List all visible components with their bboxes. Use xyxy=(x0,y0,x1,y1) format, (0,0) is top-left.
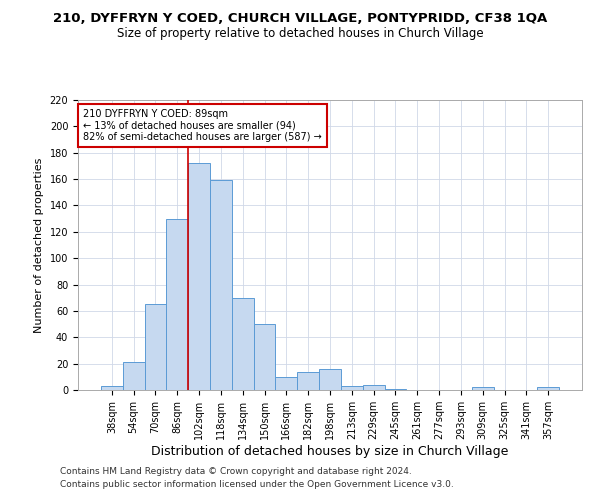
Bar xyxy=(363,384,385,390)
Bar xyxy=(166,218,188,390)
Bar xyxy=(319,369,341,390)
Bar xyxy=(537,388,559,390)
Bar xyxy=(188,164,210,390)
X-axis label: Distribution of detached houses by size in Church Village: Distribution of detached houses by size … xyxy=(151,445,509,458)
Bar xyxy=(232,298,254,390)
Text: Contains HM Land Registry data © Crown copyright and database right 2024.: Contains HM Land Registry data © Crown c… xyxy=(60,467,412,476)
Text: Contains public sector information licensed under the Open Government Licence v3: Contains public sector information licen… xyxy=(60,480,454,489)
Bar xyxy=(101,386,123,390)
Bar xyxy=(472,388,494,390)
Bar xyxy=(254,324,275,390)
Bar xyxy=(341,386,363,390)
Y-axis label: Number of detached properties: Number of detached properties xyxy=(34,158,44,332)
Bar xyxy=(210,180,232,390)
Text: 210 DYFFRYN Y COED: 89sqm
← 13% of detached houses are smaller (94)
82% of semi-: 210 DYFFRYN Y COED: 89sqm ← 13% of detac… xyxy=(83,108,322,142)
Bar xyxy=(145,304,166,390)
Text: 210, DYFFRYN Y COED, CHURCH VILLAGE, PONTYPRIDD, CF38 1QA: 210, DYFFRYN Y COED, CHURCH VILLAGE, PON… xyxy=(53,12,547,26)
Bar xyxy=(297,372,319,390)
Bar xyxy=(385,388,406,390)
Bar xyxy=(123,362,145,390)
Text: Size of property relative to detached houses in Church Village: Size of property relative to detached ho… xyxy=(116,28,484,40)
Bar xyxy=(275,377,297,390)
